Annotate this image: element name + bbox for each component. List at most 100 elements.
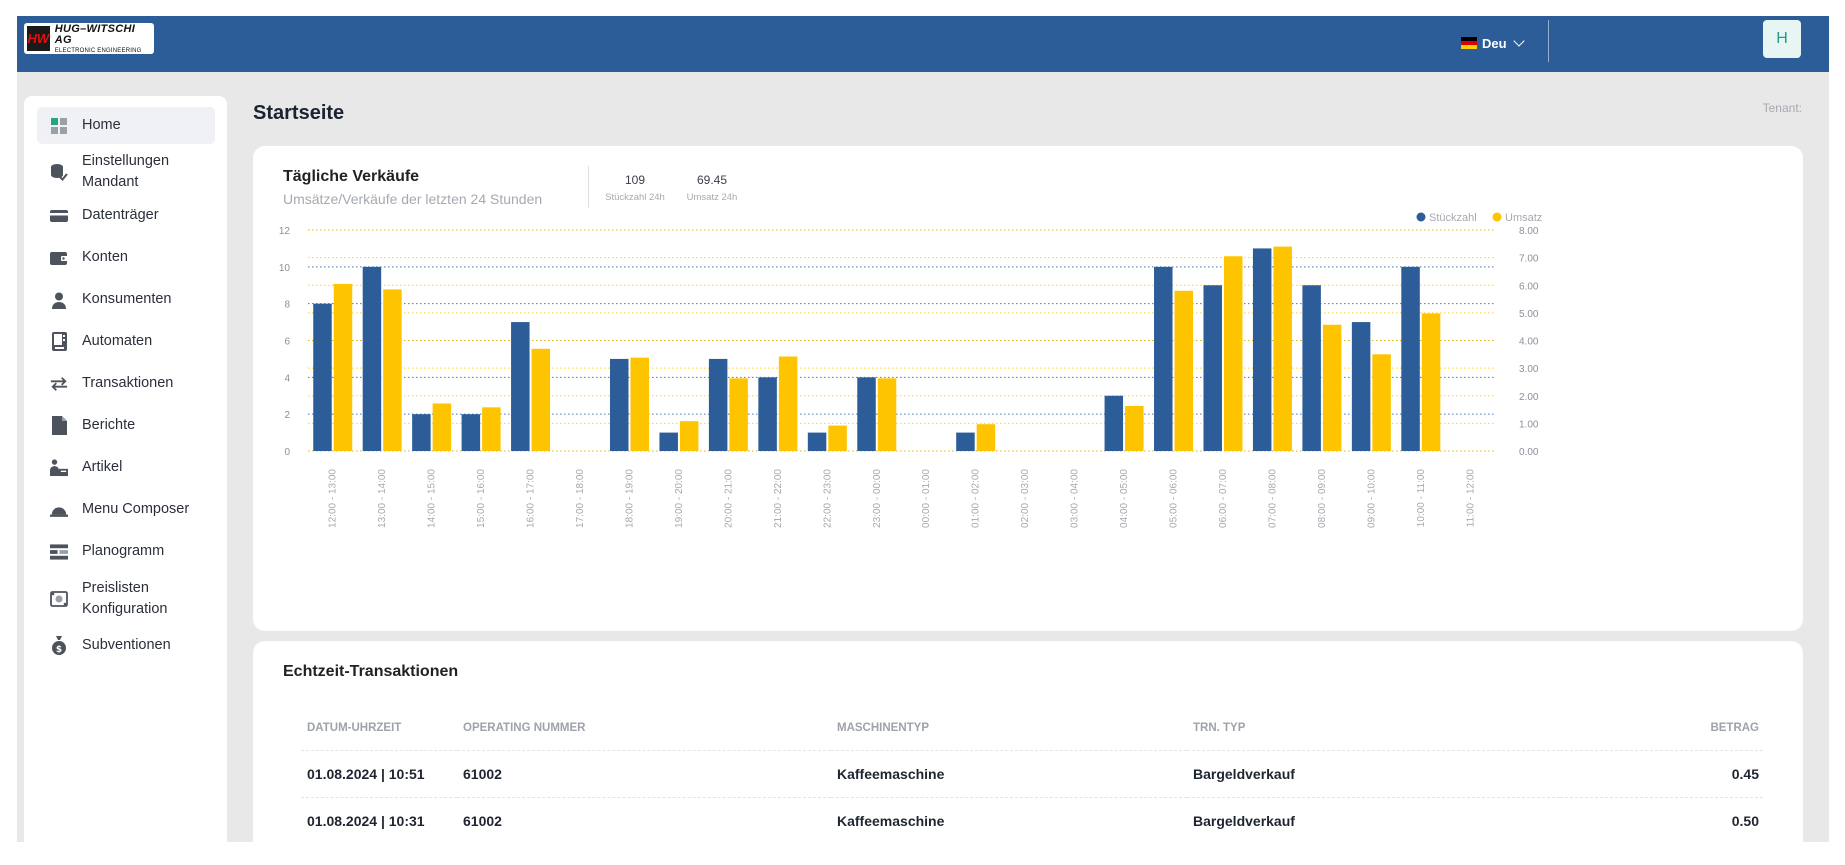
- bar-stueckzahl: [412, 414, 431, 451]
- bar-umsatz: [1125, 405, 1144, 451]
- bar-umsatz: [1174, 290, 1194, 451]
- sidebar-item-preislisten-konfiguration[interactable]: Preislisten Konfiguration: [37, 577, 215, 621]
- x-tick-label: 08:00 - 09:00: [1317, 469, 1328, 528]
- sidebar-item-label: Automaten: [82, 333, 153, 349]
- sidebar-item-konsumenten[interactable]: Konsumenten: [37, 283, 215, 317]
- document-icon: [50, 415, 68, 435]
- bar-stueckzahl: [1203, 285, 1222, 451]
- sidebar-item-label: Datenträger: [82, 207, 159, 223]
- column-header-trn-type[interactable]: TRN. TYP: [1187, 705, 1561, 751]
- sidebar-item-label: Menu Composer: [82, 501, 190, 517]
- sidebar-item-artikel[interactable]: Artikel: [37, 451, 215, 485]
- bar-stueckzahl: [708, 358, 728, 451]
- wallet-icon: [50, 249, 68, 267]
- legend-marker-umsatz: [1492, 212, 1502, 222]
- x-tick-label: 10:00 - 11:00: [1416, 469, 1427, 528]
- database-settings-icon: [50, 163, 68, 181]
- sidebar-item-transaktionen[interactable]: Transaktionen: [37, 367, 215, 401]
- y-right-tick-label: 8.00: [1519, 226, 1539, 237]
- cell-trn-type: Bargeldverkauf: [1187, 750, 1561, 798]
- stat-divider: [588, 166, 589, 208]
- sidebar-item-label: Planogramm: [82, 543, 165, 559]
- tenant-label: Tenant:: [1762, 101, 1802, 115]
- bar-umsatz: [1372, 354, 1391, 451]
- bar-umsatz: [778, 356, 798, 451]
- x-tick-label: 09:00 - 10:00: [1366, 469, 1377, 528]
- x-tick-label: 13:00 - 14:00: [377, 469, 388, 528]
- sidebar-item-subventionen[interactable]: $ Subventionen: [37, 629, 215, 663]
- user-avatar[interactable]: H: [1763, 20, 1801, 58]
- bar-umsatz: [828, 425, 847, 451]
- x-tick-label: 16:00 - 17:00: [526, 469, 537, 528]
- sidebar-item-label: Artikel: [82, 459, 123, 475]
- y-left-tick-label: 2: [284, 410, 290, 421]
- language-label: Deu: [1482, 35, 1507, 51]
- y-right-tick-label: 7.00: [1519, 254, 1539, 265]
- stat-label: Stückzahl 24h: [605, 192, 665, 203]
- sidebar-item-label: Einstellungen Mandant: [82, 153, 170, 190]
- cloche-icon: [50, 502, 68, 520]
- bar-umsatz: [679, 421, 699, 451]
- table-row[interactable]: 01.08.2024 | 10:51 61002 Kaffeemaschine …: [301, 750, 1763, 798]
- page-title: Startseite: [253, 102, 345, 124]
- sidebar-item-planogramm[interactable]: Planogramm: [37, 535, 215, 569]
- bar-stueckzahl: [461, 414, 481, 451]
- sidebar-item-einstellungen-mandant[interactable]: Einstellungen Mandant: [37, 150, 215, 194]
- cell-trn-type: Bargeldverkauf: [1187, 797, 1561, 842]
- bar-stueckzahl: [857, 377, 876, 451]
- svg-text:$: $: [56, 645, 62, 655]
- y-right-tick-label: 3.00: [1519, 364, 1539, 375]
- money-bag-icon: $: [50, 635, 68, 655]
- table-header-row: DATUM-UHRZEIT OPERATING NUMMER MASCHINEN…: [301, 705, 1763, 751]
- y-left-tick-label: 6: [284, 337, 290, 348]
- transfer-arrows-icon: [50, 375, 68, 393]
- column-header-operating-number[interactable]: OPERATING NUMMER: [457, 705, 831, 751]
- card-icon: [50, 207, 68, 225]
- logo-line2: ELECTRONIC ENGINEERING: [54, 47, 142, 54]
- home-grid-icon: [50, 117, 68, 135]
- sidebar-item-berichte[interactable]: Berichte: [37, 409, 215, 443]
- sidebar-item-menu-composer[interactable]: Menu Composer: [37, 493, 215, 527]
- x-tick-label: 19:00 - 20:00: [674, 469, 685, 528]
- y-right-tick-label: 1.00: [1519, 419, 1539, 430]
- column-header-amount[interactable]: BETRAG: [1560, 705, 1763, 751]
- sidebar-item-automaten[interactable]: Automaten: [37, 325, 215, 359]
- sidebar: Home Einstellungen Mandant Datenträger K…: [24, 96, 227, 842]
- sidebar-item-home[interactable]: Home: [37, 107, 215, 144]
- sidebar-item-label: Konten: [82, 249, 128, 265]
- bar-umsatz: [877, 378, 897, 451]
- bar-umsatz: [1322, 324, 1342, 451]
- x-tick-label: 14:00 - 15:00: [427, 469, 438, 528]
- column-header-datetime[interactable]: DATUM-UHRZEIT: [301, 705, 457, 751]
- stat-revenue-24h: 69.45 Umsatz 24h: [677, 173, 747, 203]
- bar-stueckzahl: [758, 377, 777, 451]
- logo-text: HUG–WITSCHI AG ELECTRONIC ENGINEERING: [54, 23, 154, 54]
- bar-umsatz: [729, 378, 748, 451]
- x-tick-label: 12:00 - 13:00: [328, 469, 339, 528]
- sidebar-item-konten[interactable]: Konten: [37, 241, 215, 275]
- x-tick-label: 22:00 - 23:00: [822, 469, 833, 528]
- chart-title: Tägliche Verkäufe: [283, 168, 420, 185]
- bar-umsatz: [630, 357, 649, 451]
- bar-stueckzahl: [1252, 248, 1272, 451]
- cell-amount: 0.50: [1560, 797, 1763, 842]
- sales-bar-chart: 0 2 4 6 8 10 12 0.00 1.00 2.00 3.00 4.00 5.00 6.00 7.0…: [279, 212, 1542, 528]
- y-right-tick-label: 4.00: [1519, 337, 1539, 348]
- language-selector[interactable]: Deu: [1461, 30, 1525, 56]
- x-tick-label: 04:00 - 05:00: [1119, 469, 1130, 528]
- bar-stueckzahl: [1104, 395, 1124, 451]
- legend-marker-stueckzahl: [1416, 212, 1426, 222]
- bar-stueckzahl: [956, 432, 975, 451]
- stat-label: Umsatz 24h: [686, 192, 738, 203]
- x-tick-label: 23:00 - 00:00: [872, 469, 883, 528]
- table-row[interactable]: 01.08.2024 | 10:31 61002 Kaffeemaschine …: [301, 797, 1763, 842]
- topbar-divider: [1548, 20, 1549, 62]
- bar-stueckzahl: [609, 358, 629, 451]
- column-header-machine-type[interactable]: MASCHINENTYP: [831, 705, 1187, 751]
- cell-amount: 0.45: [1560, 750, 1763, 798]
- sidebar-item-datentraeger[interactable]: Datenträger: [37, 199, 215, 233]
- realtime-transactions-card: Echtzeit-Transaktionen DATUM-UHRZEIT OPE…: [253, 641, 1803, 842]
- bar-umsatz: [333, 283, 353, 451]
- company-logo[interactable]: HW HUG–WITSCHI AG ELECTRONIC ENGINEERING: [24, 23, 154, 54]
- bar-stueckzahl: [1401, 266, 1420, 451]
